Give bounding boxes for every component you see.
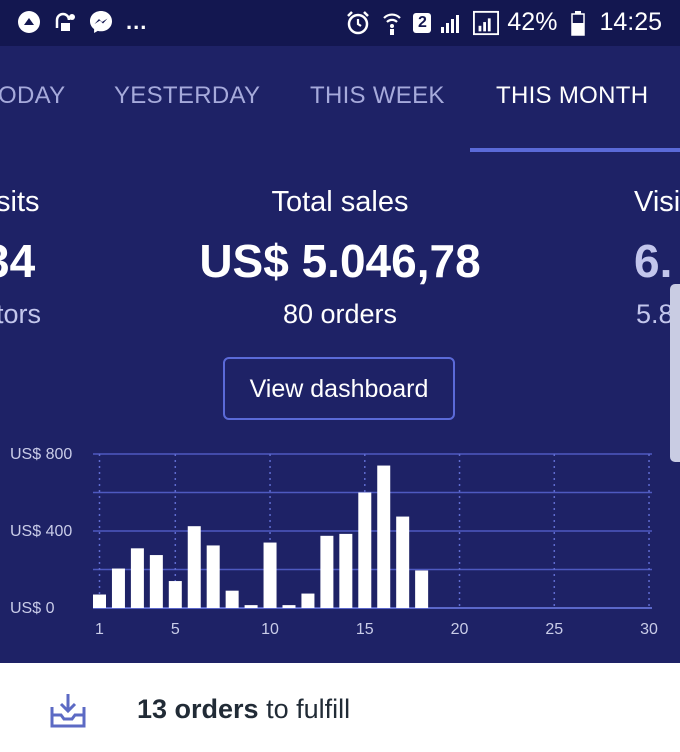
signal-strength-icon [439,10,465,36]
x-tick-label: 1 [95,621,104,638]
x-tick-label: 20 [451,621,469,638]
chart-bar [206,545,220,608]
app-icon [16,9,42,35]
x-tick-label: 30 [640,621,658,638]
scroll-handle[interactable] [670,284,680,462]
signal-strength-sim2-icon [473,10,500,36]
battery-icon [565,10,591,36]
orders-to-fulfill-suffix: to fulfill [258,694,351,724]
total-sales-label: Total sales [271,186,409,218]
tab-this-month[interactable]: THIS MONTH [496,82,649,109]
x-tick-label: 5 [171,621,180,638]
orders-count: 80 orders [282,299,398,329]
sim-slot-badge: 2 [413,12,432,33]
y-tick-label: US$ 800 [10,446,72,463]
chart-bar [93,594,106,608]
chart-bar [320,535,334,608]
visits-label-right: Visi [634,186,680,218]
inbox-download-icon [49,691,87,734]
active-tab-indicator [470,148,680,152]
chart-bar [168,581,182,608]
visitors-value-right: 5.8 [636,299,674,329]
more-notifications-indicator: ... [126,9,148,34]
chart-bar [149,555,163,608]
orders-to-fulfill-text: 13 orders to fulfill [137,694,350,725]
chart-bar [396,516,410,608]
x-tick-label: 10 [261,621,279,638]
chart-bar [263,542,277,608]
orders-to-fulfill-row[interactable]: 13 orders to fulfill [0,663,680,752]
chart-bar [225,590,239,608]
notification-icons: ... [16,9,147,35]
orders-to-fulfill-count: 13 orders [137,694,259,724]
view-dashboard-button[interactable]: View dashboard [223,357,455,420]
total-sales-value: US$ 5.046,78 [199,235,481,287]
chart-bar [244,605,258,608]
visitors-label: tors [0,299,42,329]
clock: 14:25 [599,8,662,36]
chart-bar [358,492,372,608]
messenger-icon [88,9,114,35]
chart-bar [301,593,315,608]
alarm-icon [345,10,371,36]
x-tick-label: 15 [356,621,374,638]
chart-bar [130,548,144,608]
sales-overview-panel: ODAY YESTERDAY THIS WEEK THIS MONTH sits… [0,46,680,663]
status-bar: ... 2 42% 14:25 [0,0,680,46]
y-tick-label: US$ 0 [10,600,55,617]
tab-today[interactable]: ODAY [0,82,66,109]
chart-bar [415,570,429,608]
x-tick-label: 25 [545,621,563,638]
chart-bar [282,605,296,608]
tab-this-week[interactable]: THIS WEEK [310,82,445,109]
battery-percent: 42% [507,8,558,36]
data-icon [52,9,78,35]
chart-bar [187,526,201,608]
chart-bar [111,568,125,608]
wifi-calling-icon [379,10,405,36]
visits-value-right: 6. [634,235,673,287]
y-tick-label: US$ 400 [10,523,72,540]
tab-yesterday[interactable]: YESTERDAY [114,82,261,109]
visits-value: 34 [0,235,36,287]
visits-label: sits [0,186,40,218]
chart-bar [377,465,391,608]
system-indicators: 2 42% 14:25 [345,8,662,37]
chart-bar [339,533,353,608]
